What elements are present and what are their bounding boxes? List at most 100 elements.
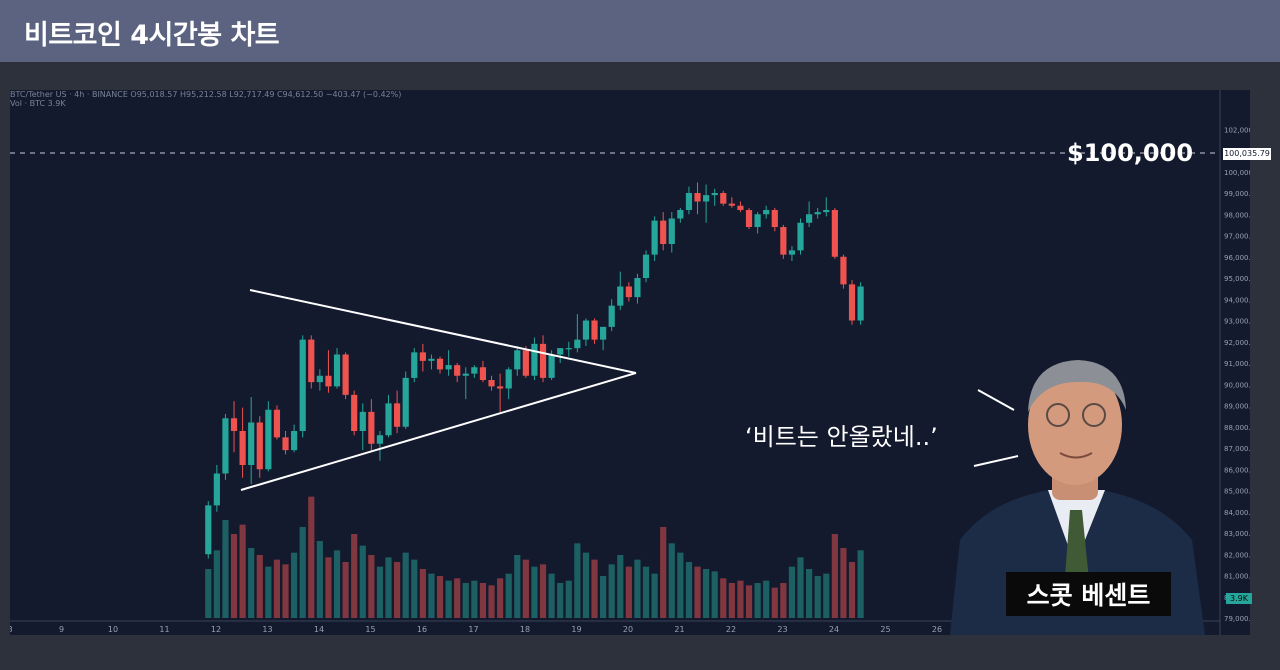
candle-body [419, 352, 426, 361]
face [1028, 365, 1122, 485]
y-tick-label: 84,000.00 [1224, 509, 1250, 517]
y-tick-label: 86,000.00 [1224, 466, 1250, 474]
candle-body [745, 210, 753, 227]
volume-bar [608, 564, 615, 618]
speaker-name-label: 스콧 베센트 [1006, 572, 1171, 616]
volume-bar [591, 559, 598, 618]
y-tick-label: 92,000.00 [1224, 339, 1250, 347]
volume-bar [720, 578, 727, 618]
glasses-right [1082, 403, 1106, 427]
x-tick-label: 8 [10, 625, 13, 634]
volume-bar [539, 564, 547, 618]
candle-body [291, 431, 298, 451]
x-tick-label: 23 [777, 625, 787, 634]
triangle-upper-line [249, 289, 637, 374]
candle-body [479, 367, 487, 380]
volume-bar [394, 562, 401, 618]
candle-body [248, 422, 255, 465]
candle-body [368, 411, 375, 444]
volume-bar [248, 548, 255, 618]
volume-bar [831, 534, 838, 618]
volume-bar [823, 573, 830, 618]
y-tick-label: 83,000.00 [1224, 530, 1250, 538]
candle-body [239, 431, 246, 465]
candle-body [230, 418, 238, 431]
volume-bar [213, 550, 220, 618]
axes: 102,000.00101,000.00100,000.0099,000.009… [10, 90, 1250, 635]
candle-body [488, 380, 495, 387]
glasses-left [1046, 403, 1070, 427]
volume-bar [282, 564, 289, 618]
x-tick-label: 12 [211, 625, 221, 634]
hair [1028, 360, 1126, 412]
candle-body [557, 348, 564, 355]
volume-bar [265, 566, 272, 618]
y-tick-label: 93,000.00 [1224, 318, 1250, 326]
y-tick-label: 82,000.00 [1224, 551, 1250, 559]
y-tick-label: 97,000.00 [1224, 233, 1250, 241]
x-tick-label: 13 [262, 625, 272, 634]
price-level-label: $100,000 [1067, 139, 1194, 167]
x-tick-label: 11 [159, 625, 169, 634]
candle-body [814, 212, 821, 215]
candle-body [402, 377, 409, 427]
volume-bar [402, 552, 409, 618]
y-tick-label: 96,000.00 [1224, 254, 1250, 262]
volume-bar [711, 571, 718, 618]
candle-body [642, 254, 650, 278]
volume-bar [514, 555, 521, 618]
volume-bar [256, 555, 263, 618]
candle-body [857, 286, 864, 321]
y-tick-label: 95,000.00 [1224, 275, 1250, 283]
volume-tag: 3.9K [1226, 593, 1252, 604]
volume-bar [763, 580, 770, 618]
x-tick-label: 20 [623, 625, 633, 634]
volume-bar [299, 527, 306, 618]
volume-bar [737, 580, 744, 618]
candle-body [539, 343, 547, 378]
volume-bar [471, 580, 478, 618]
candle-body [531, 343, 538, 376]
candle-body [763, 210, 770, 215]
x-tick-label: 17 [468, 625, 478, 634]
candle-body [788, 250, 796, 255]
volume-bar [351, 534, 358, 618]
volume-bar [222, 520, 229, 618]
volume-bar [333, 550, 341, 618]
volume-bar [205, 569, 212, 618]
volume-bar [806, 569, 813, 618]
candle-body [634, 278, 641, 298]
legend-volume-line: Vol · BTC 3.9K [10, 99, 66, 108]
volume-bar [600, 576, 607, 618]
candle-body [806, 214, 813, 223]
volume-bar [642, 566, 650, 618]
candle-body [548, 354, 555, 378]
candle-body [574, 339, 581, 349]
candle-body [565, 348, 572, 350]
volume-bar [316, 541, 323, 618]
x-tick-label: 16 [417, 625, 427, 634]
x-tick-label: 24 [829, 625, 839, 634]
volume-bar [780, 583, 787, 618]
candle-body [720, 193, 727, 204]
quote-caption: ‘비트는 안올랐네..’ [745, 423, 938, 451]
volume-bar [291, 552, 298, 618]
volume-bar [848, 562, 856, 618]
volume-bar [419, 569, 426, 618]
price-axis [1220, 90, 1250, 635]
y-tick-label: 100,000.00 [1224, 169, 1250, 177]
volume-bar [651, 573, 658, 618]
title-bar: 비트코인 4시간봉 차트 [0, 0, 1280, 62]
volume-bar [445, 580, 452, 618]
legend-symbol-line: BTC/Tether US · 4h · BINANCE O95,018.57 … [10, 90, 402, 99]
volume-bar [505, 573, 512, 618]
candle-body [376, 435, 384, 444]
candle-body [325, 375, 332, 387]
volume-bar [462, 583, 469, 618]
y-tick-label: 91,000.00 [1224, 360, 1250, 368]
candle-body [780, 227, 787, 255]
candlestick-chart[interactable]: 102,000.00101,000.00100,000.0099,000.009… [10, 90, 1250, 635]
volume-bar [617, 555, 624, 618]
candle-body [848, 284, 856, 321]
volume-bar [479, 583, 487, 618]
